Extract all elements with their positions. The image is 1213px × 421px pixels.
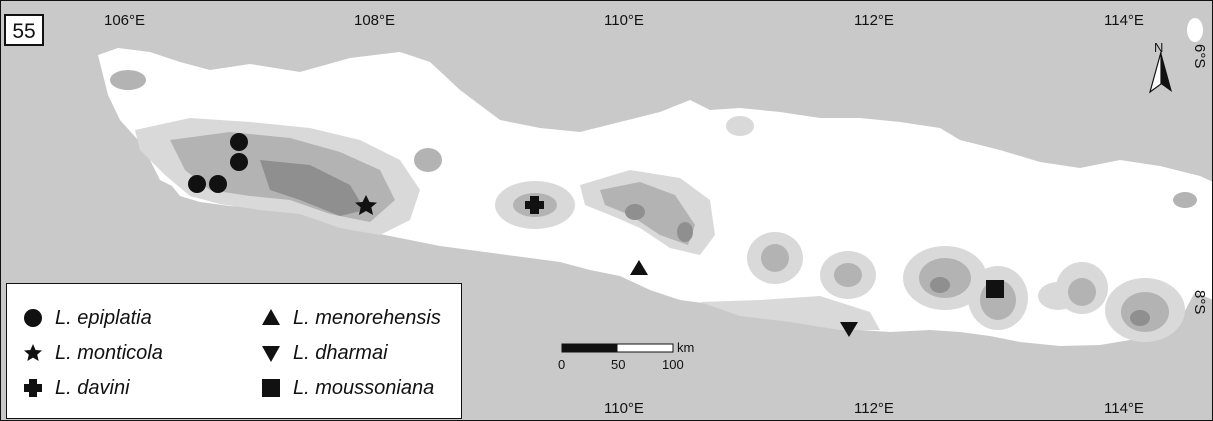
top-tick-label: 108°E	[354, 12, 396, 29]
triangle-up-icon	[262, 309, 280, 325]
lat-tick-label: 6°S	[1191, 44, 1208, 69]
legend-species: epiplatia	[77, 306, 152, 329]
marker-menorehensis	[630, 260, 648, 275]
islet	[1187, 18, 1203, 42]
peak	[677, 222, 693, 242]
marker-epiplatia	[230, 153, 248, 171]
panel-label: 55	[4, 14, 44, 46]
circle-icon	[24, 309, 42, 327]
volcano	[834, 263, 862, 287]
volcano	[1068, 278, 1096, 306]
legend-item: L. moussoniana	[257, 374, 434, 402]
legend-item: L. epiplatia	[19, 304, 152, 332]
scale-label: 0	[558, 357, 566, 372]
bottom-tick-label: 112°E	[854, 400, 894, 417]
scale-label: 100	[662, 357, 684, 372]
legend-species: menorehensis	[315, 306, 441, 329]
legend-genus: L.	[55, 376, 72, 399]
legend-species: davini	[77, 376, 130, 399]
legend-species: moussoniana	[315, 376, 435, 399]
marker-epiplatia	[209, 175, 227, 193]
record-markers	[188, 133, 1004, 337]
top-tick-label: 112°E	[854, 12, 894, 29]
marker-epiplatia	[188, 175, 206, 193]
madura-island	[966, 168, 1160, 196]
peak	[625, 204, 645, 220]
legend-item: L. davini	[19, 374, 130, 402]
marker-epiplatia	[230, 133, 248, 151]
legend-species: monticola	[77, 341, 163, 364]
triangle-down-icon	[262, 346, 280, 362]
highland-dieng-mid	[600, 182, 695, 245]
bottom-tick-label: 110°E	[604, 400, 644, 417]
legend-item: L. monticola	[19, 339, 163, 367]
star-icon	[24, 344, 42, 361]
top-tick-label: 106°E	[104, 12, 146, 29]
legend-genus: L.	[55, 306, 72, 329]
top-tick-label: 114°E	[1104, 12, 1144, 29]
peak	[414, 148, 442, 172]
legend-genus: L.	[293, 376, 310, 399]
islet	[726, 116, 754, 136]
cross-icon	[24, 379, 42, 397]
legend-genus: L.	[55, 341, 72, 364]
legend-genus: L.	[293, 341, 310, 364]
marker-moussoniana	[986, 280, 1004, 298]
marker-davini	[525, 196, 544, 214]
legend-item: L. menorehensis	[257, 304, 441, 332]
legend-item: L. dharmai	[257, 339, 388, 367]
peak	[110, 70, 146, 90]
legend-species: dharmai	[315, 341, 388, 364]
legend-genus: L.	[293, 306, 310, 329]
scale-unit: km	[677, 340, 695, 355]
volcano	[1173, 192, 1197, 208]
south-ridge	[700, 296, 880, 330]
legend: L. epiplatia L. monticola L. davini L. m…	[6, 283, 462, 419]
volcano	[919, 258, 971, 298]
north-label: N	[1154, 40, 1164, 55]
scale-bar	[561, 343, 674, 353]
highland-west-high	[260, 160, 365, 216]
square-icon	[262, 379, 280, 397]
bottom-tick-label: 114°E	[1104, 400, 1144, 417]
marker-dharmai	[840, 322, 858, 337]
volcano	[930, 277, 950, 293]
volcano	[761, 244, 789, 272]
scale-label: 50	[611, 357, 626, 372]
lat-tick-label: 8°S	[1191, 290, 1208, 315]
north-arrow-icon	[1148, 51, 1172, 94]
marker-monticola	[355, 195, 377, 215]
volcano	[1130, 310, 1150, 326]
top-tick-label: 110°E	[604, 12, 644, 29]
